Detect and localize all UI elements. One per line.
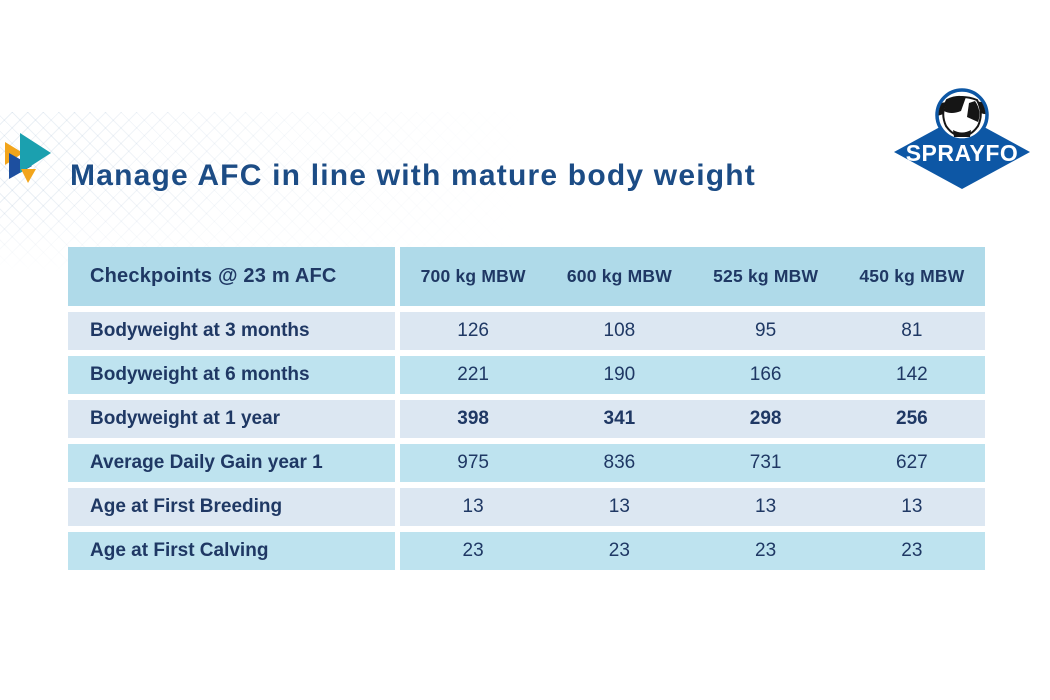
sprayfo-logo: SPRAYFO — [894, 88, 1030, 189]
brand-triangles-icon — [5, 133, 51, 183]
background-lattice-pattern — [0, 112, 600, 272]
table-row: Bodyweight at 3 months 126 108 95 81 — [68, 312, 985, 350]
value-cell: 398 — [457, 408, 489, 429]
value-cell: 142 — [896, 364, 928, 385]
table-row: Age at First Breeding 13 13 13 13 — [68, 488, 985, 526]
row-value-block: 975 836 731 627 — [400, 444, 985, 482]
header-checkpoints: Checkpoints @ 23 m AFC — [68, 247, 395, 306]
row-label: Bodyweight at 3 months — [68, 312, 395, 350]
value-cell: 13 — [901, 496, 923, 517]
row-value-block: 398 341 298 256 — [400, 400, 985, 438]
value-cell: 13 — [462, 496, 484, 517]
value-cell: 13 — [755, 496, 777, 517]
value-cell: 23 — [901, 540, 923, 561]
value-cell: 23 — [755, 540, 777, 561]
value-cell: 108 — [603, 320, 636, 341]
value-cell: 298 — [749, 408, 782, 429]
value-cell: 126 — [457, 320, 489, 341]
header-450kg: 450 kg MBW — [859, 266, 965, 286]
logo-diamond — [894, 115, 1030, 189]
value-cell: 13 — [608, 496, 630, 517]
row-value-block: 221 190 166 142 — [400, 356, 985, 394]
afc-table: Checkpoints @ 23 m AFC 700 kg MBW 600 kg… — [68, 247, 985, 576]
header-700kg: 700 kg MBW — [420, 266, 526, 286]
value-cell: 836 — [603, 452, 636, 473]
value-cell: 341 — [603, 408, 636, 429]
row-label: Average Daily Gain year 1 — [68, 444, 395, 482]
table-row: Bodyweight at 6 months 221 190 166 142 — [68, 356, 985, 394]
row-label: Age at First Calving — [68, 532, 395, 570]
row-label: Age at First Breeding — [68, 488, 395, 526]
row-label: Bodyweight at 1 year — [68, 400, 395, 438]
value-cell: 81 — [901, 320, 923, 341]
table-row: Age at First Calving 23 23 23 23 — [68, 532, 985, 570]
page-title: Manage AFC in line with mature body weig… — [70, 159, 756, 192]
header-525kg: 525 kg MBW — [713, 266, 819, 286]
row-value-block: 13 13 13 13 — [400, 488, 985, 526]
header-value-block: 700 kg MBW 600 kg MBW 525 kg MBW 450 kg … — [400, 247, 985, 306]
value-cell: 256 — [896, 408, 928, 429]
table-body: Bodyweight at 3 months 126 108 95 81 Bod… — [68, 312, 985, 570]
table-header-row: Checkpoints @ 23 m AFC 700 kg MBW 600 kg… — [68, 247, 985, 306]
table-row: Average Daily Gain year 1 975 836 731 62… — [68, 444, 985, 482]
row-value-block: 23 23 23 23 — [400, 532, 985, 570]
value-cell: 95 — [755, 320, 777, 341]
value-cell: 166 — [749, 364, 782, 385]
calf-head-icon — [938, 95, 986, 138]
value-cell: 627 — [896, 452, 928, 473]
row-value-block: 126 108 95 81 — [400, 312, 985, 350]
value-cell: 221 — [457, 364, 489, 385]
table-row: Bodyweight at 1 year 398 341 298 256 — [68, 400, 985, 438]
logo-wordmark: SPRAYFO — [906, 140, 1019, 166]
value-cell: 23 — [462, 540, 484, 561]
value-cell: 23 — [608, 540, 630, 561]
row-label: Bodyweight at 6 months — [68, 356, 395, 394]
value-cell: 975 — [457, 452, 489, 473]
value-cell: 731 — [749, 452, 782, 473]
header-600kg: 600 kg MBW — [566, 266, 672, 286]
value-cell: 190 — [603, 364, 636, 385]
